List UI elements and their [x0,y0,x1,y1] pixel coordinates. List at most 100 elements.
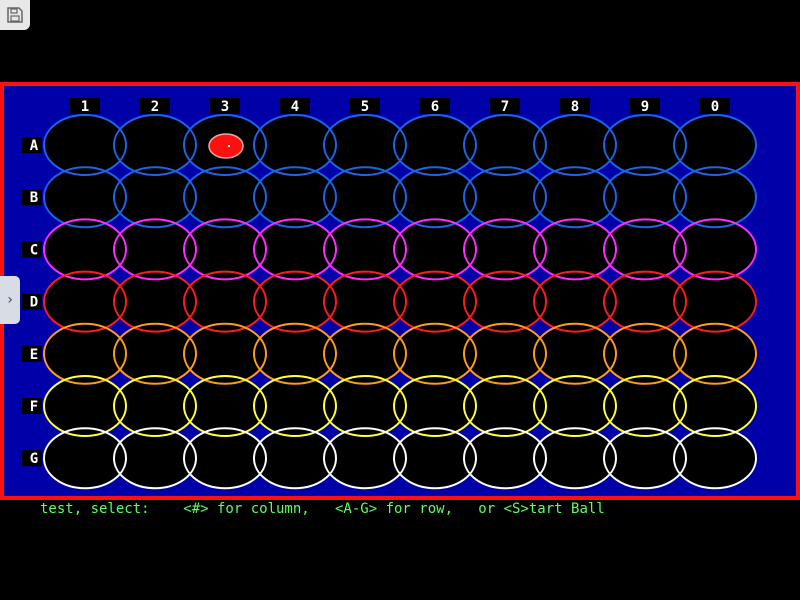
cell-G3[interactable] [184,428,266,489]
column-label-bg [70,98,100,114]
row-label[interactable]: D [30,295,38,311]
column-label[interactable]: 3 [221,99,229,115]
cell-A2[interactable] [114,115,196,175]
cell-B4[interactable] [254,167,336,228]
cell-E2[interactable] [114,323,196,384]
cell-D7[interactable] [464,271,546,332]
cell-D4[interactable] [254,271,336,332]
cell-F2[interactable] [114,376,196,436]
cell-A8[interactable] [534,115,616,175]
column-label[interactable]: 0 [711,99,719,115]
cell-D1[interactable] [44,271,126,332]
column-label[interactable]: 2 [151,99,159,115]
cell-C8[interactable] [534,219,616,280]
cell-A1[interactable] [44,115,126,175]
cell-G7[interactable] [464,428,546,489]
cell-C9[interactable] [604,219,686,280]
cell-C2[interactable] [114,219,196,280]
column-label[interactable]: 7 [501,99,509,115]
cell-F4[interactable] [254,376,336,436]
cell-E3[interactable] [184,323,266,384]
row-label[interactable]: B [30,190,38,206]
cell-B3[interactable] [184,167,266,228]
cell-B0[interactable] [674,167,756,228]
row-label[interactable]: A [30,138,39,154]
cell-G2[interactable] [114,428,196,489]
cell-G6[interactable] [394,428,476,489]
cell-E8[interactable] [534,323,616,384]
cell-outline [113,427,197,490]
column-label[interactable]: 5 [361,99,369,115]
cell-C0[interactable] [674,219,756,280]
cell-B1[interactable] [44,167,126,228]
column-label[interactable]: 8 [571,99,579,115]
cell-outline [393,166,477,229]
cell-F1[interactable] [44,376,126,436]
cell-C4[interactable] [254,219,336,280]
cell-F8[interactable] [534,376,616,436]
cell-E0[interactable] [674,323,756,384]
cell-D3[interactable] [184,271,266,332]
cell-D2[interactable] [114,271,196,332]
cell-F3[interactable] [184,376,266,436]
cell-B7[interactable] [464,167,546,228]
cell-D6[interactable] [394,271,476,332]
cell-outline [183,427,267,490]
cell-outline [463,427,547,490]
cell-outline [183,270,267,333]
cell-G9[interactable] [604,428,686,489]
cell-A5[interactable] [324,115,406,175]
cell-G8[interactable] [534,428,616,489]
cell-D0[interactable] [674,271,756,332]
cell-C6[interactable] [394,219,476,280]
save-button[interactable] [0,0,30,30]
cell-F5[interactable] [324,376,406,436]
cell-G0[interactable] [674,428,756,489]
column-label-bg [630,98,660,114]
cell-G1[interactable] [44,428,126,489]
cell-outline [533,322,617,385]
row-label[interactable]: C [30,242,38,258]
cell-B8[interactable] [534,167,616,228]
cell-G5[interactable] [324,428,406,489]
cell-D5[interactable] [324,271,406,332]
side-panel-toggle[interactable]: › [0,276,20,324]
cell-E5[interactable] [324,323,406,384]
cell-C7[interactable] [464,219,546,280]
cell-F0[interactable] [674,376,756,436]
cell-F7[interactable] [464,376,546,436]
cell-E7[interactable] [464,323,546,384]
column-label[interactable]: 9 [641,99,649,115]
cell-F9[interactable] [604,376,686,436]
cell-C3[interactable] [184,219,266,280]
cell-E9[interactable] [604,323,686,384]
cell-A4[interactable] [254,115,336,175]
cell-C1[interactable] [44,219,126,280]
row-label[interactable]: F [30,399,38,415]
cell-A9[interactable] [604,115,686,175]
cell-B9[interactable] [604,167,686,228]
cell-outline [603,114,687,176]
cell-A7[interactable] [464,115,546,175]
cell-outline [253,375,337,437]
cell-C5[interactable] [324,219,406,280]
cell-F6[interactable] [394,376,476,436]
cell-B2[interactable] [114,167,196,228]
cell-D8[interactable] [534,271,616,332]
column-label[interactable]: 1 [81,99,89,115]
row-label-bg [22,450,42,467]
cell-D9[interactable] [604,271,686,332]
cell-G4[interactable] [254,428,336,489]
row-label[interactable]: G [30,451,38,467]
cell-outline [323,218,407,281]
row-label[interactable]: E [30,347,38,363]
cell-B5[interactable] [324,167,406,228]
cell-E1[interactable] [44,323,126,384]
cell-E6[interactable] [394,323,476,384]
cell-A6[interactable] [394,115,476,175]
cell-A0[interactable] [674,115,756,175]
column-label[interactable]: 6 [431,99,439,115]
cell-E4[interactable] [254,323,336,384]
cell-B6[interactable] [394,167,476,228]
column-label[interactable]: 4 [291,99,299,115]
